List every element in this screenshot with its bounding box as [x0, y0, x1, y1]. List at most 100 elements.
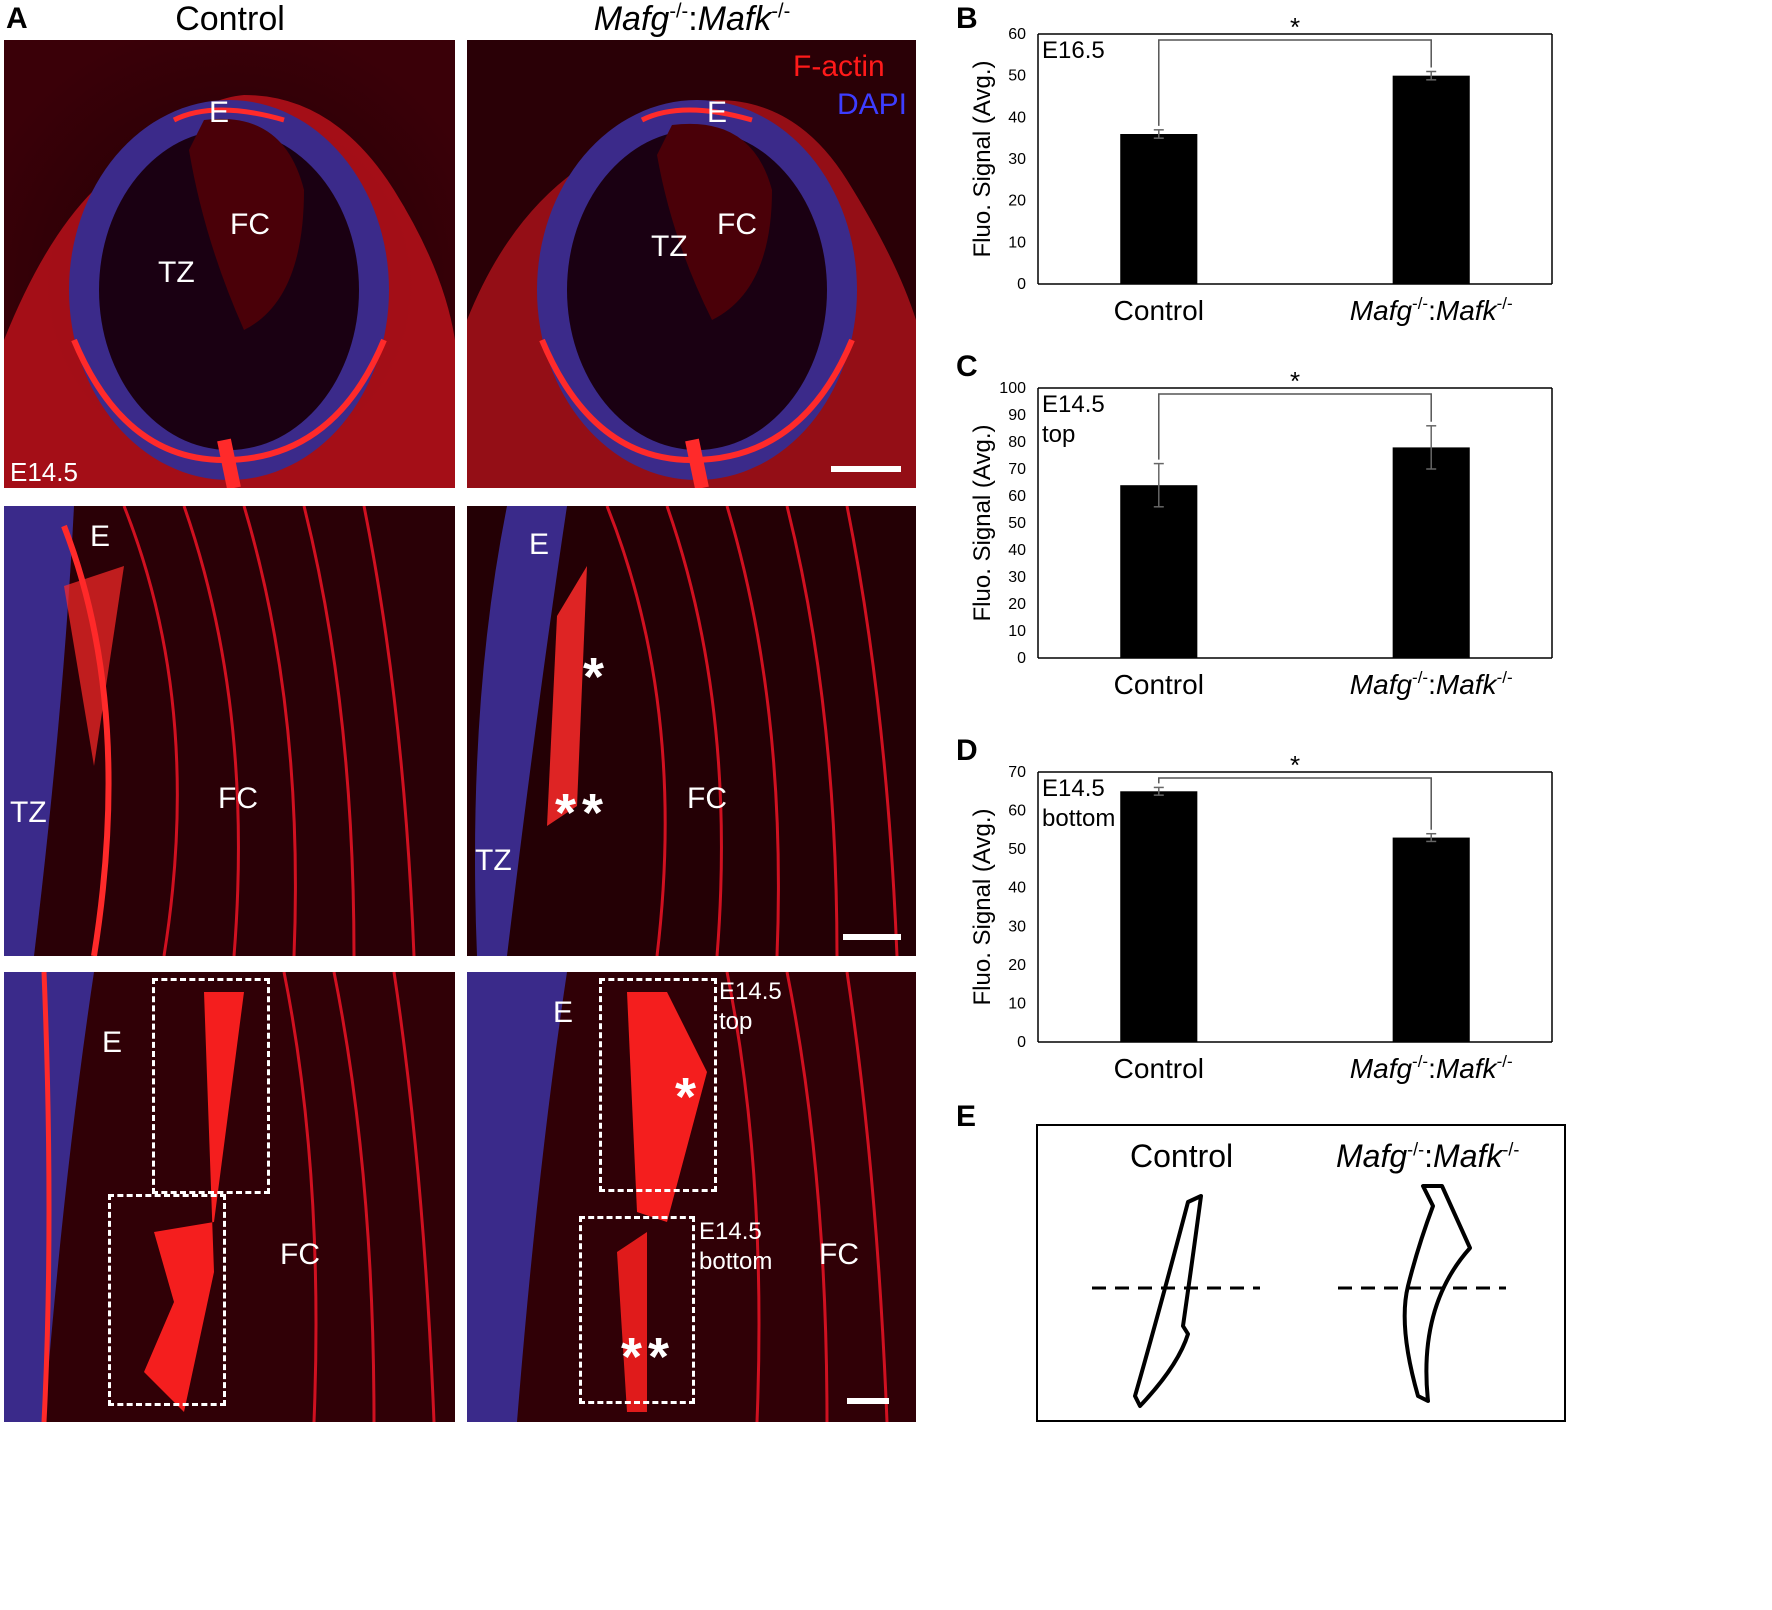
label-transition-zone: TZ — [475, 844, 512, 877]
legend-dapi: DAPI — [837, 88, 908, 121]
y-tick-label: 90 — [1008, 407, 1026, 424]
label-epithelium: E — [707, 96, 728, 129]
label-box-top-stage: E14.5 — [719, 978, 782, 1005]
roi-box-bottom — [108, 1194, 226, 1406]
y-tick-label: 40 — [1008, 880, 1026, 897]
panel-letter-c: C — [956, 350, 978, 383]
y-tick-label: 40 — [1008, 542, 1026, 559]
micrograph-control-zoom: E FC — [4, 972, 455, 1422]
y-tick-label: 30 — [1008, 569, 1026, 586]
significance-star: * — [1290, 366, 1300, 396]
x-tick-label: Mafg-/-:Mafk-/- — [1350, 294, 1513, 326]
x-tick-label: Mafg-/-:Mafk-/- — [1350, 668, 1513, 700]
y-tick-label: 10 — [1008, 234, 1026, 251]
chart-annotation-2: bottom — [1042, 805, 1115, 832]
label-fiber-cells: FC — [218, 782, 258, 815]
significance-star: * — [1290, 750, 1300, 780]
single-asterisk: * — [583, 647, 611, 707]
panel-letter-e: E — [956, 1100, 977, 1133]
label-box-bottom-position: bottom — [699, 1248, 773, 1275]
micrograph-mutant-overview: E FC TZ F-actin DAPI — [467, 40, 916, 488]
y-tick-label: 20 — [1008, 596, 1026, 613]
column-header-control: Control — [175, 0, 285, 38]
label-epithelium: E — [209, 96, 230, 129]
chart-annotation: E14.5 — [1042, 775, 1105, 802]
label-fiber-cells: FC — [717, 208, 757, 241]
y-axis-label: Fluo. Signal (Avg.) — [969, 425, 996, 622]
scale-bar — [847, 1398, 889, 1404]
bar-chart-c: 0 10 20 30 40 50 60 70 80 90 100 Fluo. Signal (Avg.… — [962, 366, 1562, 718]
y-tick-label: 50 — [1008, 841, 1026, 858]
bar — [1120, 134, 1198, 284]
label-stage: E14.5 — [10, 457, 78, 487]
x-tick-label: Mafg-/-:Mafk-/- — [1350, 1052, 1513, 1084]
y-tick-label: 70 — [1008, 764, 1026, 781]
label-fiber-cells: FC — [230, 208, 270, 241]
bar — [1392, 75, 1470, 284]
roi-box-bottom — [579, 1216, 695, 1404]
bar-chart-b: 0 10 20 30 40 50 60 Fluo. Signal (Avg.) E16.5 Con… — [962, 12, 1562, 344]
label-epithelium: E — [102, 1026, 123, 1059]
chart-annotation: E14.5 — [1042, 391, 1105, 418]
label-fiber-cells: FC — [819, 1238, 859, 1271]
label-box-top-position: top — [719, 1008, 753, 1035]
chart-svg: 0 10 20 30 40 50 60 70 Fluo. Signal (Avg.) E14.5 b… — [969, 750, 1553, 1084]
y-tick-label: 60 — [1008, 26, 1026, 43]
y-tick-label: 0 — [1017, 650, 1026, 667]
diagram-title-mutant: Mafg-/-:Mafk-/- — [1336, 1138, 1520, 1174]
label-fiber-cells: FC — [687, 782, 727, 815]
label-fiber-cells: FC — [280, 1238, 320, 1271]
panel-letter-b: B — [956, 2, 978, 35]
label-transition-zone: TZ — [651, 230, 688, 263]
label-transition-zone: TZ — [158, 256, 195, 289]
panel-letter-d: D — [956, 734, 978, 767]
bar — [1392, 837, 1470, 1042]
chart-svg: 0 10 20 30 40 50 60 70 80 90 100 Fluo. Signal (Avg.… — [969, 366, 1553, 700]
y-tick-label: 10 — [1008, 995, 1026, 1012]
micrograph-mutant-mid: E * ** FC TZ — [467, 506, 916, 956]
bar-chart-d: 0 10 20 30 40 50 60 70 Fluo. Signal (Avg.) E14.5 b… — [962, 750, 1562, 1102]
scale-bar — [843, 934, 901, 940]
lens-shape-diagram: Control Mafg-/-:Mafk-/- — [1036, 1124, 1566, 1422]
y-tick-label: 50 — [1008, 515, 1026, 532]
y-tick-label: 10 — [1008, 623, 1026, 640]
y-axis-label: Fluo. Signal (Avg.) — [969, 809, 996, 1006]
label-epithelium: E — [553, 996, 574, 1029]
y-tick-label: 40 — [1008, 109, 1026, 126]
significance-star: * — [1290, 12, 1300, 42]
y-tick-label: 30 — [1008, 918, 1026, 935]
y-tick-label: 80 — [1008, 434, 1026, 451]
label-epithelium: E — [90, 520, 111, 553]
x-tick-label: Control — [1114, 669, 1204, 700]
micrograph-mutant-zoom: E E14.5 top * E14.5 bottom FC ** — [467, 972, 916, 1422]
y-tick-label: 30 — [1008, 151, 1026, 168]
y-tick-label: 0 — [1017, 1034, 1026, 1051]
panel-letter-a: A — [6, 2, 28, 35]
chart-annotation-2: top — [1042, 421, 1075, 448]
y-tick-label: 20 — [1008, 193, 1026, 210]
chart-annotation: E16.5 — [1042, 37, 1105, 64]
y-tick-label: 50 — [1008, 68, 1026, 85]
diagram-shapes — [1092, 1184, 1506, 1408]
double-asterisk: ** — [621, 1327, 676, 1387]
column-header-mutant: Mafg-/-:Mafk-/- — [593, 0, 791, 38]
significance-bracket — [1158, 39, 1432, 126]
y-tick-label: 20 — [1008, 957, 1026, 974]
y-tick-label: 0 — [1017, 276, 1026, 293]
x-tick-label: Control — [1114, 295, 1204, 326]
micrograph-control-overview: E FC TZ E14.5 — [4, 40, 455, 488]
significance-bracket — [1158, 777, 1432, 830]
roi-box-top — [152, 978, 270, 1194]
y-tick-label: 100 — [999, 380, 1026, 397]
double-asterisk: ** — [555, 783, 610, 843]
chart-svg: 0 10 20 30 40 50 60 Fluo. Signal (Avg.) E16.5 Con… — [969, 12, 1553, 326]
label-box-bottom-stage: E14.5 — [699, 1218, 762, 1245]
scale-bar — [831, 466, 901, 472]
y-tick-label: 60 — [1008, 803, 1026, 820]
diagram-title-control: Control — [1130, 1138, 1234, 1174]
y-axis-label: Fluo. Signal (Avg.) — [969, 61, 996, 258]
label-epithelium: E — [529, 528, 550, 561]
legend-f-actin: F-actin — [793, 50, 885, 83]
bar — [1120, 485, 1198, 658]
single-asterisk: * — [675, 1067, 703, 1127]
